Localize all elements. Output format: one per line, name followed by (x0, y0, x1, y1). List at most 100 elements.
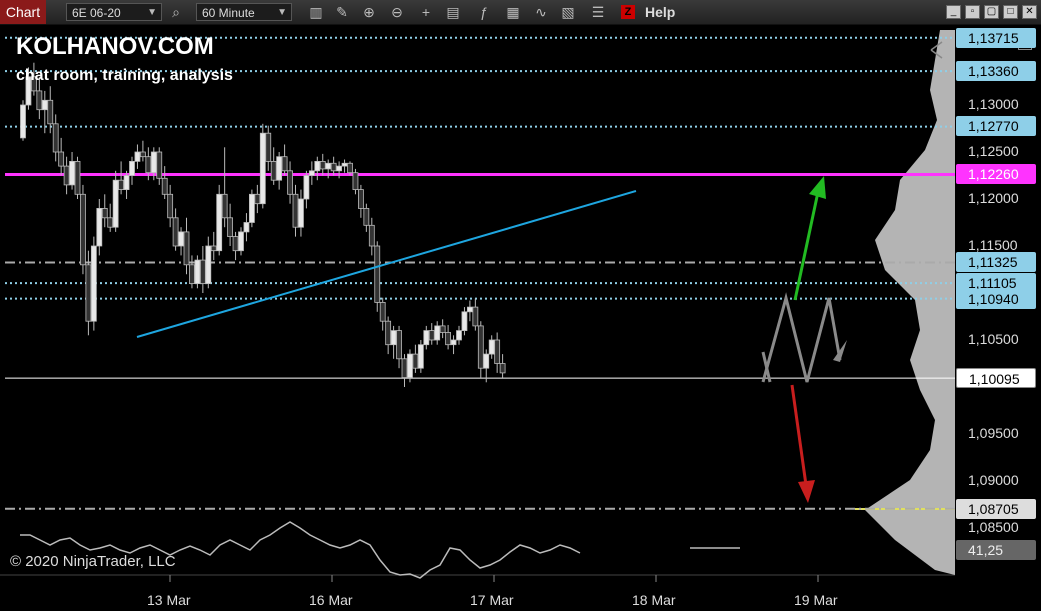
candle-body (325, 162, 332, 170)
price-tag: 1,10095 (956, 368, 1036, 388)
price-tag: 1,12770 (956, 116, 1036, 136)
price-tag: 1,13715 (956, 28, 1036, 48)
candle-body (139, 151, 146, 158)
data-box-icon[interactable]: ▧ (561, 4, 575, 20)
candle-body (74, 160, 81, 195)
candle-body (270, 160, 277, 181)
candle-body (445, 332, 452, 346)
candle-body (248, 193, 255, 223)
candle-body (298, 198, 304, 228)
candle-body (483, 353, 490, 369)
candle-body (363, 207, 370, 226)
candle-body (308, 170, 315, 176)
candle-body (254, 193, 261, 205)
candle-body (232, 236, 239, 252)
candle-body (494, 339, 501, 364)
candle-body (172, 217, 179, 247)
candle-body (205, 245, 212, 284)
indicators-icon[interactable]: ƒ (480, 4, 488, 20)
price-tag: 1,10940 (956, 289, 1036, 309)
candle-body (161, 177, 168, 195)
y-tick: 1,09000 (968, 472, 1019, 488)
price-tag: 1,12260 (956, 164, 1036, 184)
candle-body (396, 330, 402, 360)
y-tick: 1,10500 (968, 331, 1019, 347)
crosshair-icon[interactable]: + (421, 4, 431, 20)
search-icon[interactable]: ⌕ (172, 4, 180, 20)
candle-body (461, 311, 468, 331)
red-arrowhead (798, 480, 815, 503)
candle-body (30, 76, 37, 92)
draw-icon[interactable]: ✎ (336, 4, 348, 20)
candle-body (150, 151, 157, 174)
chevron-down-icon: ▼ (147, 7, 157, 18)
templates-icon[interactable]: ∿ (535, 4, 547, 20)
candle-body (341, 162, 348, 167)
green-arrow (793, 191, 820, 301)
zoom-in-icon[interactable]: ⊕ (363, 4, 375, 20)
candle-body (238, 231, 244, 252)
properties-icon[interactable]: ▤ (446, 4, 460, 20)
instrument-selector[interactable]: 6E 06-20 ▼ (66, 3, 162, 21)
maximize-icon[interactable]: □ (1003, 5, 1018, 19)
green-arrowhead (809, 176, 826, 199)
list-icon[interactable]: ☰ (591, 4, 605, 20)
candle-body (183, 231, 190, 266)
volume-profile-shape (865, 30, 955, 575)
candle-body (423, 330, 430, 346)
candle-body (25, 76, 32, 106)
candle-body (41, 99, 48, 111)
candle-body (118, 179, 124, 190)
candle-body (434, 325, 441, 341)
projection-extra (761, 351, 772, 383)
interval-selector[interactable]: 60 Minute ▼ (196, 3, 292, 21)
projection-path (761, 292, 842, 383)
candle-body (259, 132, 266, 205)
chart-tab[interactable]: Chart (0, 0, 46, 24)
minimize-icon[interactable]: _ (946, 5, 961, 19)
candle-body (347, 162, 353, 174)
candle-body (390, 330, 397, 346)
zoom-out-icon[interactable]: ⊖ (391, 4, 403, 20)
candle-body (52, 123, 59, 153)
close-icon[interactable]: ✕ (1022, 5, 1037, 19)
y-tick: 1,13000 (968, 96, 1019, 112)
candle-body (36, 90, 43, 111)
y-tick: 1,08500 (968, 519, 1019, 535)
price-tag: 1,08705 (956, 499, 1036, 519)
candle-body (221, 193, 228, 219)
candle-body (407, 353, 413, 379)
y-tick: 1,12500 (968, 143, 1019, 159)
candle-body (216, 193, 223, 252)
candlesticks (20, 62, 506, 387)
candle-body (292, 193, 299, 228)
x-tick: 19 Mar (794, 592, 838, 608)
candle-body (352, 172, 359, 190)
x-tick: 18 Mar (632, 592, 676, 608)
candle-body (276, 156, 283, 181)
help-menu[interactable]: Help (645, 4, 676, 20)
bars-icon[interactable]: ▥ (309, 4, 323, 20)
z-icon[interactable]: Z (621, 5, 635, 19)
candle-body (412, 353, 419, 369)
candle-body (63, 165, 70, 186)
brand-title: KOLHANOV.COM (16, 33, 214, 60)
candle-body (450, 339, 457, 346)
candle-body (178, 231, 184, 247)
candle-body (314, 160, 321, 172)
strategies-icon[interactable]: ▦ (506, 4, 520, 20)
candle-body (20, 104, 26, 139)
candle-body (477, 325, 484, 369)
candle-body (303, 175, 310, 200)
candle-body (85, 264, 92, 322)
candle-body (123, 175, 130, 191)
candle-body (101, 207, 108, 219)
candle-body (145, 156, 152, 174)
tile-icon[interactable]: ▢ (984, 5, 999, 19)
candle-body (47, 99, 54, 125)
x-tick: 16 Mar (309, 592, 353, 608)
candle-body (69, 160, 75, 186)
restore-icon[interactable]: ▫ (965, 5, 980, 19)
candle-body (227, 217, 234, 238)
